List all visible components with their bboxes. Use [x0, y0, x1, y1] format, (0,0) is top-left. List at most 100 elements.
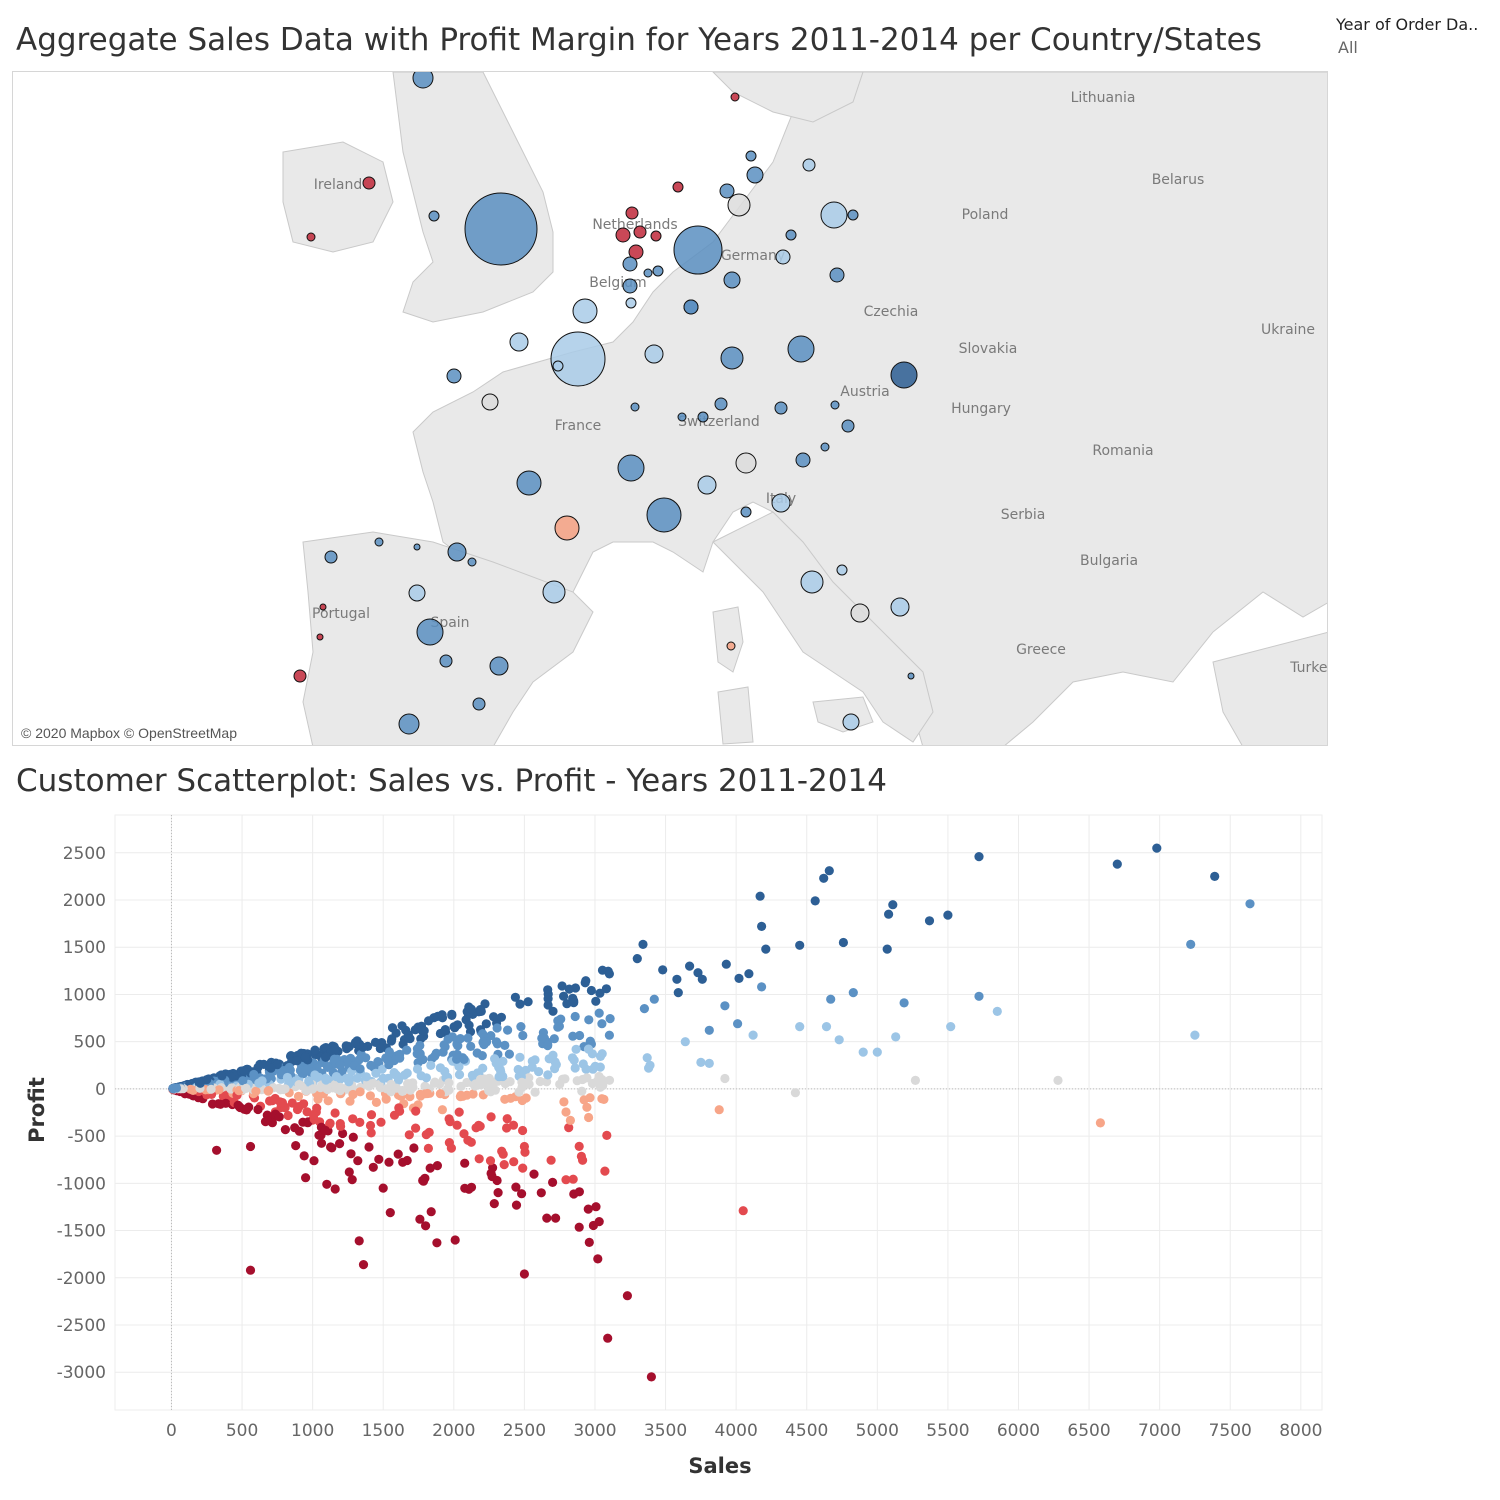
scatter-point[interactable]	[601, 984, 612, 994]
map-bubble[interactable]	[673, 225, 723, 275]
scatter-point[interactable]	[502, 1114, 512, 1124]
scatter-point[interactable]	[435, 1063, 445, 1073]
map-bubble[interactable]	[802, 158, 816, 172]
map-bubble[interactable]	[829, 267, 845, 283]
scatter-point[interactable]	[524, 1073, 534, 1083]
map-bubble[interactable]	[820, 201, 848, 229]
map-bubble[interactable]	[836, 564, 848, 576]
scatter-point[interactable]	[514, 1087, 524, 1097]
scatter-point[interactable]	[454, 1070, 465, 1080]
scatter-point[interactable]	[325, 1118, 335, 1128]
scatter-point[interactable]	[642, 1053, 652, 1063]
map-bubble[interactable]	[774, 401, 788, 415]
scatter-point[interactable]	[386, 1079, 396, 1089]
map-bubble[interactable]	[723, 271, 741, 289]
scatter-point[interactable]	[910, 1075, 921, 1085]
map-bubble[interactable]	[628, 244, 644, 260]
map-bubble[interactable]	[412, 72, 434, 89]
scatter-point[interactable]	[355, 1064, 365, 1074]
scatter-point[interactable]	[464, 1020, 474, 1030]
scatter-point[interactable]	[578, 1155, 588, 1165]
scatter-point[interactable]	[342, 1058, 352, 1068]
scatter-point[interactable]	[638, 939, 648, 949]
scatter-point[interactable]	[649, 994, 659, 1004]
scatter-point[interactable]	[848, 988, 858, 998]
scatter-point[interactable]	[315, 1083, 326, 1093]
scatter-point[interactable]	[543, 989, 553, 999]
scatter-point[interactable]	[591, 1202, 601, 1212]
scatter-point[interactable]	[350, 1037, 360, 1048]
map-bubble[interactable]	[306, 232, 316, 242]
map-bubble[interactable]	[447, 542, 467, 562]
scatter-point[interactable]	[548, 1177, 558, 1187]
map-bubble[interactable]	[890, 597, 910, 617]
scatter-point[interactable]	[195, 1078, 205, 1088]
scatter-point[interactable]	[518, 1163, 528, 1173]
scatter-point[interactable]	[510, 992, 520, 1002]
scatter-point[interactable]	[1190, 1030, 1200, 1040]
scatter-point[interactable]	[530, 1087, 540, 1097]
scatter-point[interactable]	[251, 1086, 261, 1096]
scatter-point[interactable]	[548, 1050, 558, 1060]
scatter-point[interactable]	[218, 1091, 228, 1101]
map-bubble[interactable]	[787, 335, 815, 363]
scatter-point[interactable]	[529, 1169, 539, 1179]
map-bubble[interactable]	[652, 265, 664, 277]
scatter-point[interactable]	[497, 1146, 507, 1156]
map-bubble[interactable]	[850, 603, 870, 623]
scatter-point[interactable]	[405, 1034, 415, 1044]
scatter-point[interactable]	[253, 1104, 263, 1115]
scatter-point[interactable]	[517, 1189, 527, 1199]
scatter-point[interactable]	[680, 1037, 690, 1047]
scatter-point[interactable]	[484, 1082, 494, 1092]
scatter-point[interactable]	[238, 1076, 248, 1086]
scatter-point[interactable]	[518, 1125, 528, 1136]
scatter-point[interactable]	[899, 998, 909, 1008]
scatter-point[interactable]	[810, 896, 820, 906]
scatter-point[interactable]	[546, 1155, 556, 1165]
scatter-point[interactable]	[385, 1208, 395, 1218]
scatter-point[interactable]	[424, 1127, 434, 1137]
scatter-point[interactable]	[697, 974, 707, 984]
scatter-point[interactable]	[549, 1034, 559, 1044]
scatter-point[interactable]	[1152, 843, 1162, 853]
scatter-point[interactable]	[299, 1151, 309, 1161]
scatter-point[interactable]	[489, 1199, 499, 1209]
map-bubble[interactable]	[362, 176, 376, 190]
scatter-point[interactable]	[366, 1060, 376, 1070]
scatter-point[interactable]	[564, 1123, 574, 1133]
scatter-point[interactable]	[348, 1114, 358, 1124]
map-bubble[interactable]	[293, 669, 307, 683]
scatter-point[interactable]	[358, 1260, 369, 1270]
map-bubble[interactable]	[820, 442, 830, 452]
scatter-point[interactable]	[884, 909, 894, 919]
scatter-point[interactable]	[519, 1269, 530, 1279]
scatter-point[interactable]	[322, 1062, 333, 1072]
map-bubble[interactable]	[622, 278, 638, 294]
scatter-point[interactable]	[518, 1030, 528, 1041]
map-bubbles[interactable]	[293, 72, 918, 735]
scatter-point[interactable]	[308, 1110, 319, 1120]
scatter-point[interactable]	[316, 1138, 327, 1148]
scatter-point[interactable]	[530, 1055, 540, 1065]
map-bubble[interactable]	[745, 150, 757, 162]
scatter-point[interactable]	[733, 1019, 743, 1029]
scatter-point[interactable]	[515, 999, 525, 1009]
scatter-point[interactable]	[314, 1130, 324, 1140]
scatter-point[interactable]	[574, 1187, 585, 1197]
map-bubble[interactable]	[446, 368, 462, 384]
scatter-point[interactable]	[330, 1044, 340, 1054]
scatter-point[interactable]	[292, 1056, 302, 1066]
scatter-point[interactable]	[600, 1166, 610, 1176]
scatter-point[interactable]	[423, 1016, 434, 1026]
scatter-point[interactable]	[550, 1064, 560, 1074]
scatter-point[interactable]	[720, 1073, 730, 1084]
scatter-point[interactable]	[365, 1091, 375, 1101]
map-bubble[interactable]	[677, 412, 687, 422]
scatter-point[interactable]	[543, 1070, 553, 1080]
scatter-point[interactable]	[341, 1041, 351, 1051]
scatter-points[interactable]	[168, 843, 1255, 1382]
scatter-point[interactable]	[241, 1083, 251, 1093]
scatter-point[interactable]	[365, 1120, 376, 1131]
scatter-point[interactable]	[257, 1076, 267, 1086]
